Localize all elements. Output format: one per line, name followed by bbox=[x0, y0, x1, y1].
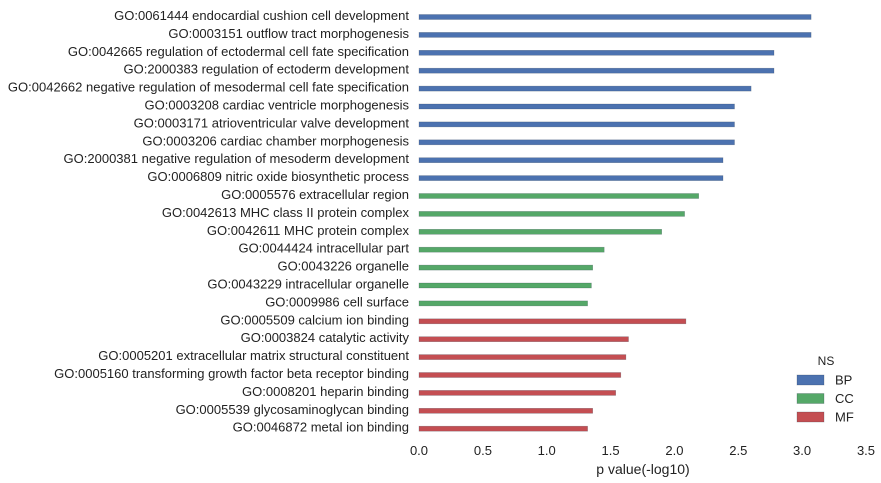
x-tick-label: 3.0 bbox=[793, 443, 811, 458]
category-label: GO:0044424 intracellular part bbox=[238, 241, 409, 256]
bar bbox=[418, 67, 775, 74]
x-tick-label: 1.5 bbox=[602, 443, 620, 458]
category-label: GO:0003206 cardiac chamber morphogenesis bbox=[142, 133, 409, 148]
bar bbox=[418, 372, 622, 378]
legend-label: MF bbox=[835, 410, 854, 425]
legend-swatch bbox=[796, 393, 825, 404]
x-axis-ticks: 0.0 0.5 1.0 1.5 2.0 2.5 3.0 3.5 bbox=[410, 443, 875, 458]
bar bbox=[418, 85, 752, 92]
category-label: GO:0042662 negative regulation of mesode… bbox=[8, 80, 409, 95]
legend-title: NS bbox=[818, 354, 835, 368]
category-label: GO:0009986 cell surface bbox=[265, 294, 409, 309]
category-label: GO:2000381 negative regulation of mesode… bbox=[64, 151, 410, 166]
legend-label: CC bbox=[835, 391, 854, 406]
bar bbox=[418, 354, 627, 360]
x-tick-label: 2.5 bbox=[729, 443, 747, 458]
category-label: GO:0003171 atrioventricular valve develo… bbox=[134, 115, 410, 130]
category-label: GO:0042611 MHC protein complex bbox=[207, 223, 410, 238]
category-label: GO:0003151 outflow tract morphogenesis bbox=[168, 26, 409, 41]
category-label: GO:0043229 intracellular organelle bbox=[207, 277, 409, 292]
legend-swatch bbox=[796, 411, 825, 423]
category-label: GO:0043226 organelle bbox=[277, 259, 409, 274]
category-label: GO:0005201 extracellular matrix structur… bbox=[98, 348, 409, 363]
legend: NS BP CC MF bbox=[796, 354, 854, 425]
category-label: GO:0003208 cardiac ventricle morphogenes… bbox=[145, 98, 410, 113]
bar bbox=[418, 229, 662, 235]
bar bbox=[418, 336, 629, 343]
category-labels: GO:0061444 endocardial cushion cell deve… bbox=[8, 8, 410, 435]
x-tick-label: 3.5 bbox=[857, 443, 875, 458]
x-tick-label: 1.0 bbox=[538, 443, 556, 458]
category-label: GO:0006809 nitric oxide biosynthetic pro… bbox=[147, 169, 409, 184]
category-label: GO:0005539 glycosaminoglycan binding bbox=[176, 402, 409, 417]
category-label: GO:0003824 catalytic activity bbox=[241, 330, 410, 345]
x-tick-label: 0.5 bbox=[474, 443, 492, 458]
bar bbox=[418, 425, 588, 432]
bar bbox=[418, 49, 775, 56]
x-axis-title: p value(-log10) bbox=[596, 461, 689, 477]
bar bbox=[418, 121, 735, 128]
bar bbox=[418, 157, 724, 163]
category-label: GO:0008201 heparin binding bbox=[242, 384, 409, 399]
bar bbox=[418, 264, 593, 271]
x-tick-label: 2.0 bbox=[665, 443, 683, 458]
bar bbox=[418, 14, 812, 20]
bar bbox=[418, 300, 588, 307]
category-label: GO:0046872 metal ion binding bbox=[233, 420, 409, 435]
bars bbox=[418, 14, 812, 432]
legend-label: BP bbox=[835, 373, 852, 388]
category-label: GO:0042665 regulation of ectodermal cell… bbox=[68, 44, 409, 59]
bar bbox=[418, 390, 616, 396]
bar bbox=[418, 175, 724, 181]
bar bbox=[418, 139, 735, 146]
bar bbox=[418, 32, 812, 38]
bar bbox=[418, 318, 687, 325]
category-label: GO:0005576 extracellular region bbox=[221, 187, 409, 202]
bar bbox=[418, 193, 700, 199]
bar bbox=[418, 211, 685, 217]
category-label: GO:2000383 regulation of ectoderm develo… bbox=[124, 62, 410, 77]
category-label: GO:0061444 endocardial cushion cell deve… bbox=[114, 8, 409, 23]
category-label: GO:0005160 transforming growth factor be… bbox=[54, 366, 409, 381]
bar bbox=[418, 103, 735, 110]
legend-swatch bbox=[796, 374, 825, 386]
bar bbox=[418, 407, 593, 414]
x-tick-label: 0.0 bbox=[410, 443, 428, 458]
bar bbox=[418, 282, 592, 289]
bar bbox=[418, 246, 605, 253]
category-label: GO:0042613 MHC class II protein complex bbox=[162, 205, 410, 220]
category-label: GO:0005509 calcium ion binding bbox=[220, 312, 409, 327]
legend-items: BP CC MF bbox=[796, 373, 854, 425]
